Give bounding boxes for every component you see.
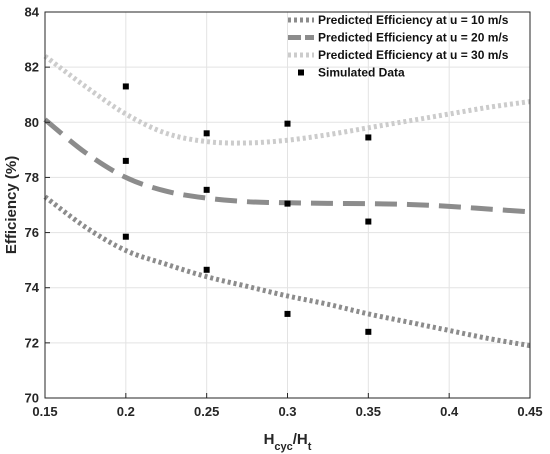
simulated-data-point [365,328,372,335]
simulated-data-point [284,120,291,127]
simulated-data-point [365,134,372,141]
legend-marker [298,69,304,76]
legend-entry: Predicted Efficiency at u = 20 m/s [318,31,509,45]
y-tick-label: 72 [25,335,39,350]
x-tick-label: 0.45 [517,404,542,419]
y-tick-label: 70 [25,391,39,406]
y-tick-label: 78 [25,170,39,185]
x-axis-title-sub1: cyc [274,441,292,453]
simulated-data-point [203,266,210,273]
simulated-data-point [365,218,372,225]
y-tick-label: 74 [25,280,40,295]
legend-entry: Predicted Efficiency at u = 10 m/s [318,13,509,27]
y-tick-label: 82 [25,60,39,75]
x-tick-label: 0.4 [440,404,459,419]
simulated-data-point [284,310,291,317]
simulated-data-point [122,233,129,240]
series-line-3 [43,54,531,146]
legend-entry: Predicted Efficiency at u = 30 m/s [318,48,509,62]
x-tick-label: 0.2 [117,404,135,419]
legend-entry: Simulated Data [318,66,405,80]
series-line-1 [43,194,531,349]
simulated-data-point [284,200,291,207]
y-axis-title: Efficiency (%) [3,156,20,254]
y-tick-label: 80 [25,115,39,130]
simulated-data-point [122,157,129,164]
x-axis-title-main: H [264,431,275,448]
simulated-data-point [203,186,210,193]
simulated-data-point [122,83,129,90]
x-tick-label: 0.3 [278,404,296,419]
x-axis-title-sub2: t [308,441,312,453]
x-axis-title-sep: /H [293,431,308,448]
marker-layer [122,83,372,335]
simulated-data-point [203,130,210,137]
tick-labels: 0.15 0.2 0.25 0.3 0.35 0.4 0.45 70 72 74 76 78 80 82 8… [25,5,543,420]
y-tick-label: 84 [25,5,40,20]
x-tick-label: 0.35 [356,404,381,419]
y-tick-label: 76 [25,225,39,240]
x-axis-title: Hcyc/Ht [264,431,312,453]
legend: Predicted Efficiency at u = 10 m/s Predic… [288,13,509,80]
x-tick-label: 0.25 [194,404,219,419]
x-tick-label: 0.15 [32,404,57,419]
